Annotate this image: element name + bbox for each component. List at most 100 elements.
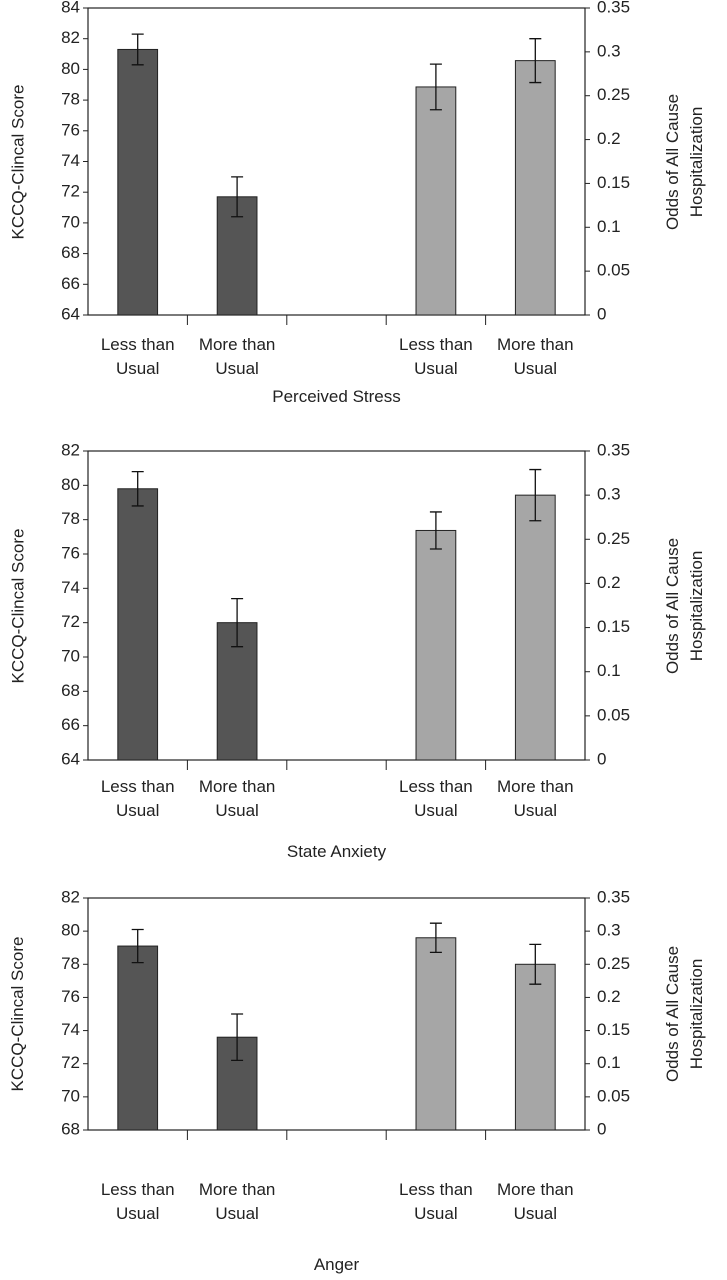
y-axis-label: KCCQ-Clincal Score	[8, 936, 27, 1092]
y-axis-label: KCCQ-Clincal Score	[8, 84, 27, 239]
y2-tick-label: 0.25	[597, 954, 630, 973]
bar	[514, 494, 556, 761]
y2-tick-label: 0	[597, 749, 606, 768]
y-tick-label: 72	[61, 1053, 80, 1072]
y2-axis-label: Odds of All Cause Hospitalization	[663, 93, 706, 230]
y2-tick-label: 0.05	[597, 1086, 630, 1105]
error-bar	[429, 63, 442, 111]
y-tick-label: 82	[61, 28, 80, 47]
x-tick-label: Less than Usual	[100, 335, 175, 378]
y-tick-label: 76	[61, 120, 80, 139]
bar	[514, 963, 556, 1131]
y-tick-label: 82	[61, 887, 80, 906]
plot-frame	[87, 897, 586, 1131]
plot-frame	[87, 7, 586, 316]
y-tick-label: 84	[61, 0, 80, 16]
y-tick-label: 78	[61, 90, 80, 109]
y2-tick-label: 0.3	[597, 921, 621, 940]
y2-tick-label: 0	[597, 1119, 606, 1138]
y2-tick-label: 0.2	[597, 573, 621, 592]
y-tick-label: 68	[61, 681, 80, 700]
x-axis-label: State Anxiety	[286, 842, 387, 861]
y2-axis-label: Odds of All Cause Hospitalization	[663, 537, 706, 674]
y-tick-label: 76	[61, 987, 80, 1006]
y-tick-label: 72	[61, 182, 80, 201]
y2-tick-label: 0.35	[597, 887, 630, 906]
bar	[514, 60, 556, 316]
x-tick-label: More than Usual	[497, 1180, 574, 1223]
y-tick-label: 68	[61, 243, 80, 262]
y2-tick-label: 0.25	[597, 529, 630, 548]
y-tick-label: 70	[61, 212, 80, 231]
y-tick-label: 76	[61, 543, 80, 562]
y-tick-label: 64	[61, 749, 80, 768]
x-tick-label: Less than Usual	[399, 777, 473, 820]
plot-frame	[87, 450, 586, 761]
x-axis-label: Perceived Stress	[272, 387, 401, 406]
y2-tick-label: 0.1	[597, 217, 621, 236]
y-tick-label: 82	[61, 440, 80, 459]
bar	[117, 945, 159, 1131]
x-tick-label: Less than Usual	[399, 335, 473, 378]
y2-tick-label: 0.35	[597, 0, 630, 16]
y2-tick-label: 0.1	[597, 1053, 621, 1072]
y-tick-label: 72	[61, 612, 80, 631]
bar	[117, 488, 159, 761]
bar	[415, 937, 457, 1131]
y-tick-label: 78	[61, 509, 80, 528]
x-tick-label: More than Usual	[497, 335, 574, 378]
y2-tick-label: 0.3	[597, 41, 621, 60]
y2-tick-label: 0.2	[597, 129, 621, 148]
error-bar	[131, 33, 144, 66]
error-bar	[429, 511, 442, 550]
error-bar	[131, 928, 144, 964]
y-tick-label: 70	[61, 1086, 80, 1105]
bar	[117, 48, 159, 316]
y-tick-label: 68	[61, 1119, 80, 1138]
y-axis-label: KCCQ-Clincal Score	[8, 528, 27, 683]
y2-tick-label: 0.35	[597, 440, 630, 459]
y2-tick-label: 0.15	[597, 173, 630, 192]
error-bar	[231, 1013, 244, 1062]
x-tick-label: More than Usual	[198, 335, 276, 378]
y-tick-label: 74	[61, 1020, 80, 1039]
y2-tick-label: 0	[597, 304, 606, 323]
y2-tick-label: 0.15	[597, 1020, 630, 1039]
y2-tick-label: 0.05	[597, 705, 630, 724]
y2-tick-label: 0.3	[597, 485, 621, 504]
x-tick-label: More than Usual	[198, 777, 276, 820]
bar	[415, 86, 457, 316]
y-tick-label: 80	[61, 59, 80, 78]
y-tick-label: 74	[61, 578, 80, 597]
y2-axis-label: Odds of All Cause Hospitalization	[663, 945, 706, 1083]
y-tick-label: 78	[61, 954, 80, 973]
x-tick-label: More than Usual	[198, 1180, 276, 1223]
y2-tick-label: 0.15	[597, 617, 630, 636]
x-tick-label: Less than Usual	[100, 777, 175, 820]
y-tick-label: 74	[61, 151, 80, 170]
error-bar	[529, 38, 542, 84]
y-tick-label: 80	[61, 475, 80, 494]
error-bar	[231, 597, 244, 648]
x-axis-label: Anger	[313, 1255, 360, 1274]
y-tick-label: 66	[61, 715, 80, 734]
x-tick-label: Less than Usual	[399, 1180, 473, 1223]
y-tick-label: 80	[61, 921, 80, 940]
y-tick-label: 70	[61, 646, 80, 665]
y-tick-label: 66	[61, 274, 80, 293]
error-bar	[231, 176, 244, 218]
error-bar	[429, 922, 442, 954]
error-bar	[131, 470, 144, 507]
bar	[415, 529, 457, 761]
y2-tick-label: 0.25	[597, 85, 630, 104]
y-tick-label: 64	[61, 304, 80, 323]
x-tick-label: More than Usual	[497, 777, 574, 820]
error-bar	[529, 468, 542, 522]
y2-tick-label: 0.05	[597, 261, 630, 280]
error-bar	[529, 943, 542, 985]
y2-tick-label: 0.1	[597, 661, 621, 680]
x-tick-label: Less than Usual	[100, 1180, 175, 1223]
y2-tick-label: 0.2	[597, 987, 621, 1006]
